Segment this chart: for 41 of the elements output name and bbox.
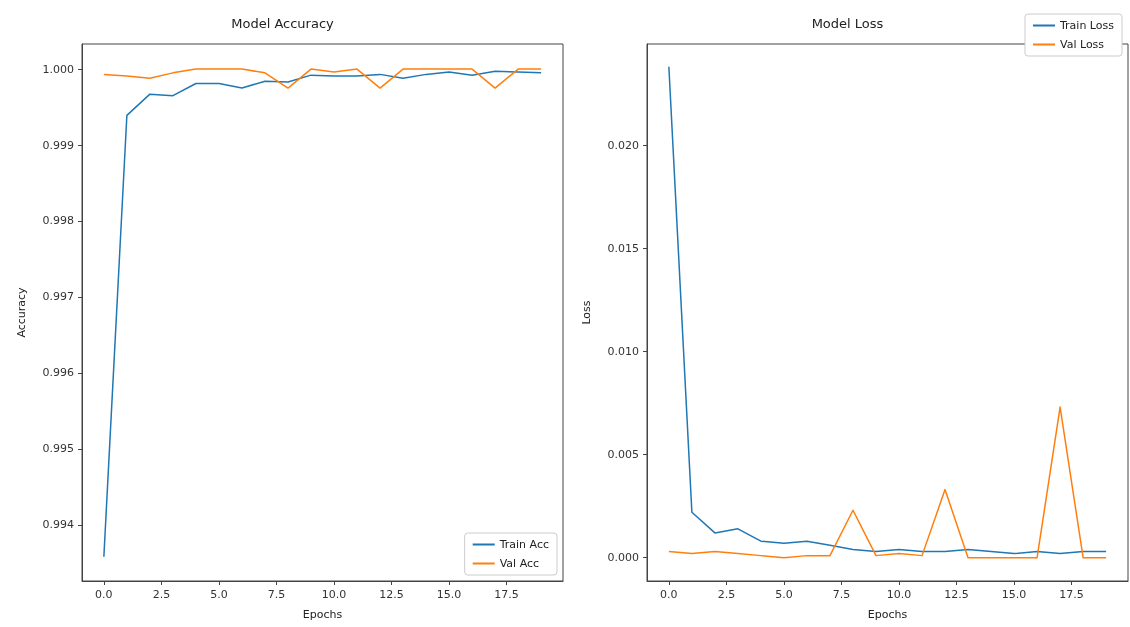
y-tick-label: 0.998 xyxy=(42,214,74,228)
legend-label: Train Acc xyxy=(498,538,550,551)
x-tick-label: 10.0 xyxy=(886,588,912,601)
legend-label: Val Acc xyxy=(499,557,540,570)
line-series xyxy=(103,68,542,89)
y-tick-label: 0.015 xyxy=(607,241,639,255)
chart-title: Model Loss xyxy=(811,16,884,31)
x-tick-label: 17.5 xyxy=(494,588,519,601)
x-tick-label: 10.0 xyxy=(321,588,347,601)
x-tick-label: 2.5 xyxy=(152,588,171,601)
y-tick-label: 0.997 xyxy=(42,290,74,304)
y-axis-title: Accuracy xyxy=(15,286,28,338)
y-tick-label: 0.000 xyxy=(607,551,639,565)
x-tick-label: 12.5 xyxy=(944,588,969,601)
y-tick-label: 0.995 xyxy=(42,442,74,456)
y-tick-label: 0.996 xyxy=(42,366,74,380)
y-tick-label: 0.994 xyxy=(42,518,74,532)
line-series xyxy=(668,65,1107,555)
x-tick-label: 0.0 xyxy=(660,588,678,601)
x-tick-label: 5.0 xyxy=(775,588,793,601)
x-tick-label: 7.5 xyxy=(267,588,286,601)
y-tick-label: 0.010 xyxy=(607,344,639,358)
y-tick-label: 0.005 xyxy=(607,448,639,462)
y-tick-label: 0.999 xyxy=(42,138,74,152)
legend-label: Val Loss xyxy=(1059,38,1105,51)
y-axis-title: Loss xyxy=(580,300,593,325)
y-tick-label: 0.020 xyxy=(607,138,639,152)
legend-label: Train Loss xyxy=(1058,19,1115,32)
y-tick-label: 1.000 xyxy=(42,62,74,76)
x-tick-label: 2.5 xyxy=(717,588,736,601)
x-tick-label: 0.0 xyxy=(95,588,113,601)
x-axis-title: Epochs xyxy=(302,608,343,621)
x-tick-label: 7.5 xyxy=(832,588,851,601)
x-tick-label: 12.5 xyxy=(379,588,404,601)
x-tick-label: 15.0 xyxy=(436,588,462,601)
x-axis-title: Epochs xyxy=(867,608,908,621)
x-tick-label: 5.0 xyxy=(210,588,228,601)
chart-title: Model Accuracy xyxy=(231,16,335,31)
x-tick-label: 15.0 xyxy=(1001,588,1027,601)
line-series xyxy=(668,406,1107,559)
x-tick-label: 17.5 xyxy=(1059,588,1084,601)
